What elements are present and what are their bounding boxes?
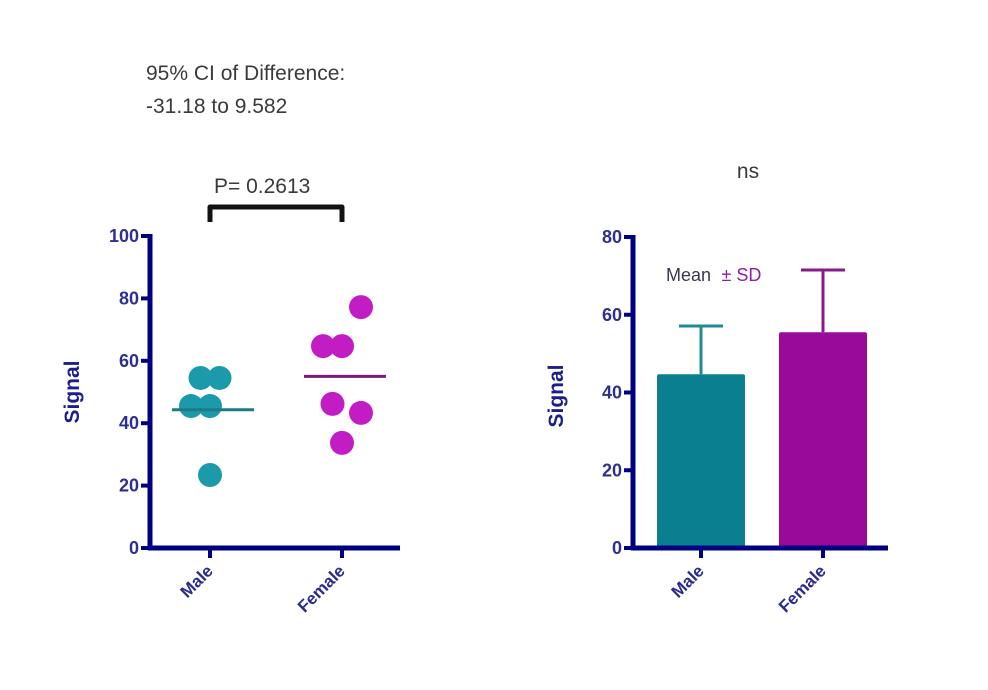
ci-label: 95% CI of Difference: [146,62,345,85]
data-point-male [198,394,222,419]
x-category-label: Female [294,561,349,616]
legend-mean-sd: Mean ± SD [666,265,761,285]
scatter-axes [147,234,400,551]
scatter-points [179,295,373,487]
y-tick-label: 0 [612,538,622,558]
bar-x-labels: Male Female [668,548,830,616]
data-point-female [349,295,373,320]
mean-lines [172,374,386,412]
data-point-male [207,365,232,390]
scatter-y-axis-title: Signal [61,360,84,423]
ci-range: -31.18 to 9.582 [146,95,287,118]
x-category-label: Male [177,561,217,601]
y-tick-label: 100 [109,226,139,246]
scatter-y-ticks: 0 20 40 60 80 100 [109,226,150,558]
comparison-bracket [207,204,345,222]
data-point-male [188,365,213,390]
scatter-x-labels: Male Female [177,548,349,616]
bar-y-ticks: 0 20 40 60 80 [602,227,633,558]
error-bars [679,268,845,375]
legend-sd-text: ± SD [721,265,761,285]
y-tick-label: 20 [602,460,622,480]
scatter-chart: 0 20 40 60 80 100 Male Female Signal [61,204,400,616]
bar-male [657,374,745,548]
y-tick-label: 40 [602,383,622,403]
data-point-female [349,400,373,425]
data-point-female [330,334,354,359]
x-category-label: Male [668,561,708,601]
legend-mean-text: Mean [666,265,711,285]
bars [657,332,867,548]
bar-chart: 0 20 40 60 80 Male Female Signal Mean ± SD [545,227,888,616]
p-value-label: P= 0.2613 [214,175,310,198]
ns-label: ns [737,160,759,183]
bar-female [779,332,867,548]
y-tick-label: 40 [119,413,139,433]
data-point-male [198,462,222,487]
y-tick-label: 0 [129,538,139,558]
bar-y-axis-title: Signal [545,364,568,427]
y-tick-label: 80 [602,227,622,247]
x-category-label: Female [775,561,830,616]
data-point-female [320,391,345,416]
data-point-male [179,394,203,419]
data-point-female [330,430,354,455]
y-tick-label: 60 [119,351,139,371]
y-tick-label: 20 [119,476,139,496]
y-tick-label: 60 [602,305,622,325]
data-point-female [311,334,335,359]
y-tick-label: 80 [119,288,139,308]
significance-bracket [207,204,345,222]
